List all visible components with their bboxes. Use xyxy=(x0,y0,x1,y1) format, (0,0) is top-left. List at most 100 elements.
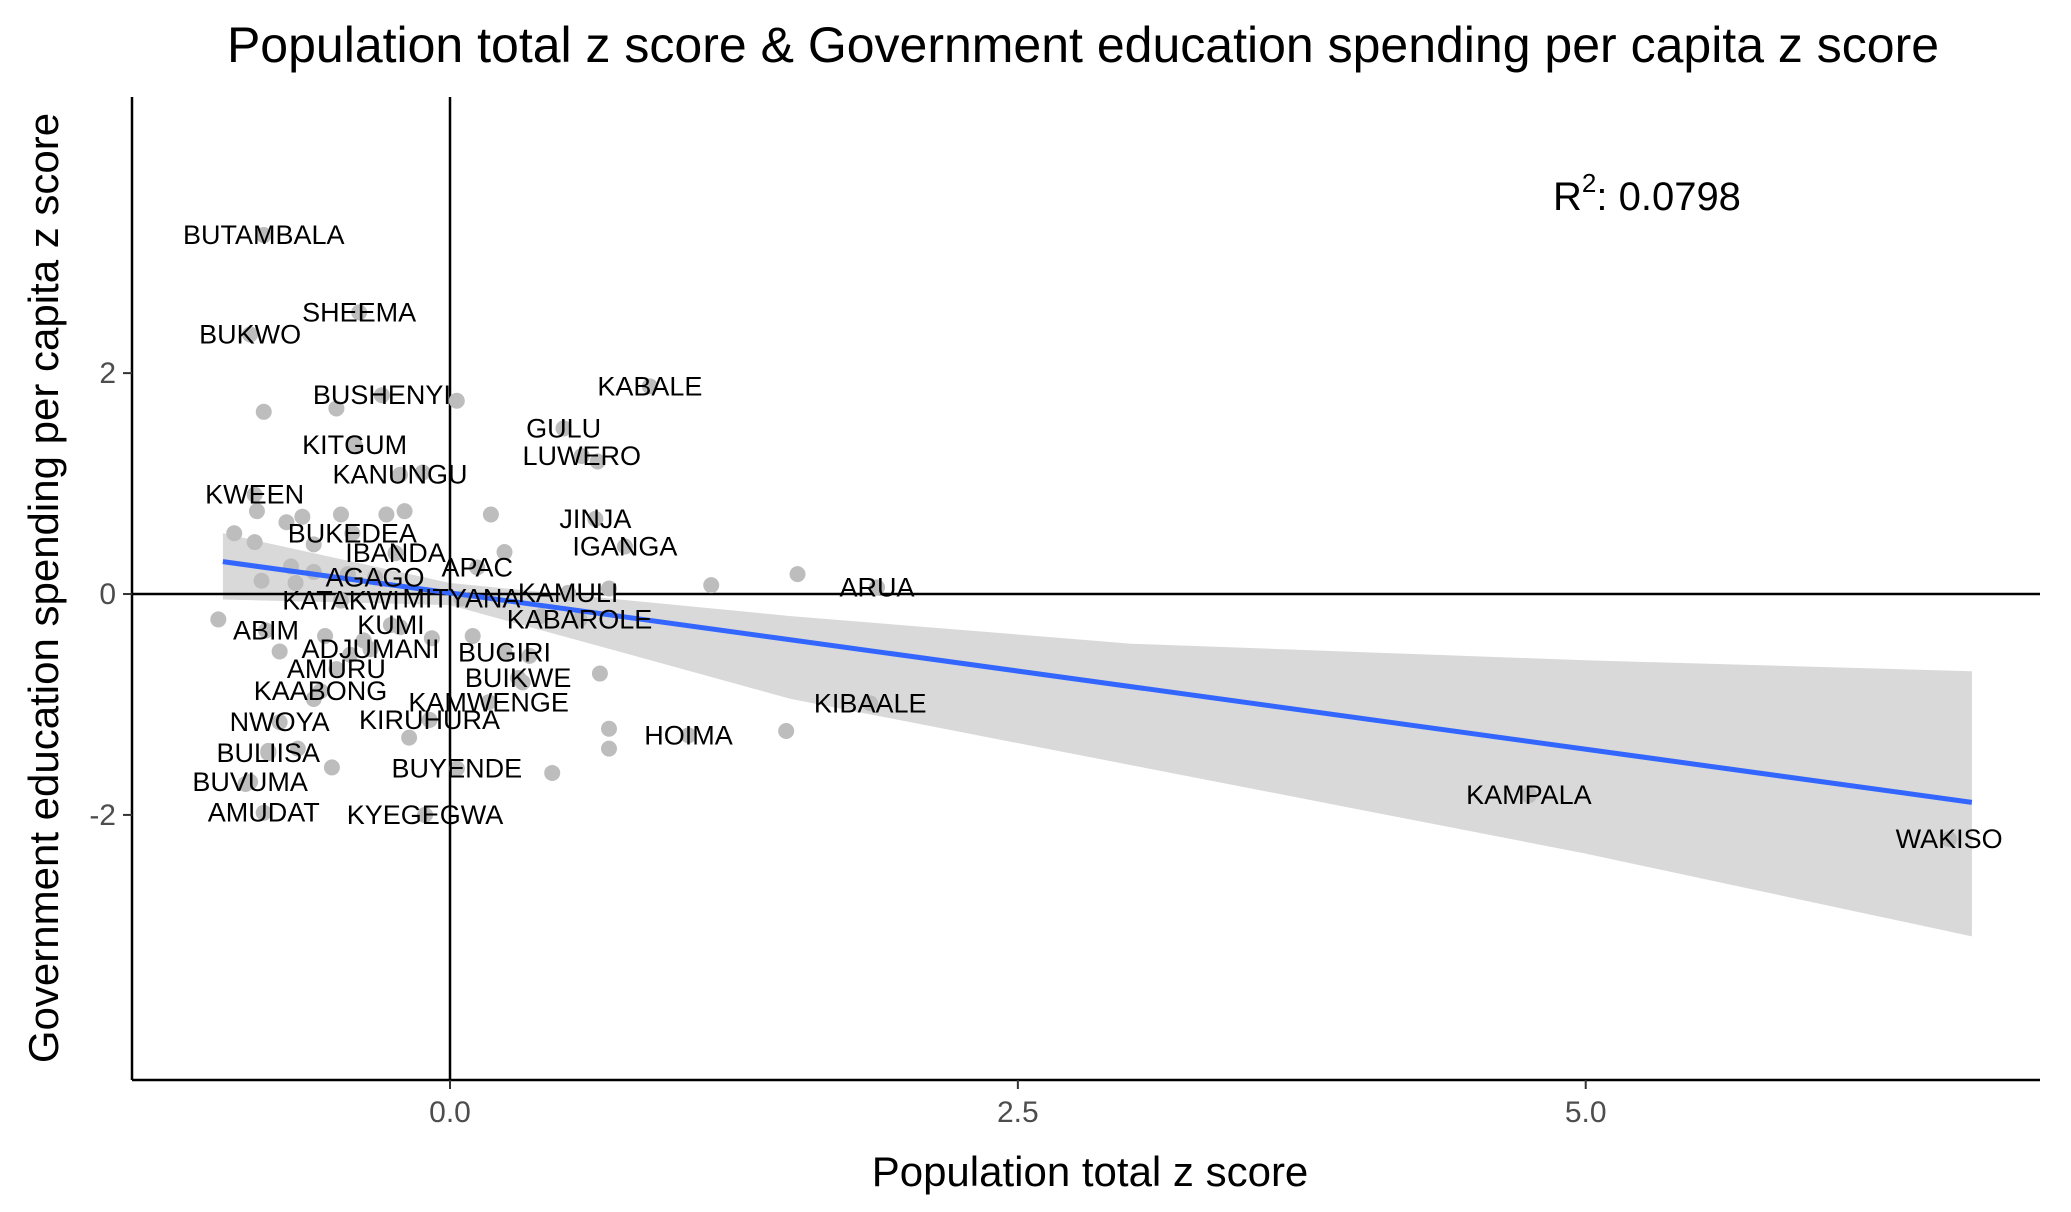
point-label-kaabong: KAABONG xyxy=(254,676,388,706)
data-point-kween xyxy=(246,486,263,503)
data-point-buikwe xyxy=(510,669,527,686)
data-point-amudat xyxy=(255,804,272,821)
data-point xyxy=(448,392,465,409)
data-point xyxy=(255,403,272,420)
data-point xyxy=(601,740,617,757)
point-label-wakiso: WAKISO xyxy=(1896,824,2003,854)
data-point-wakiso xyxy=(1941,831,1958,848)
x-axis-title: Population total z score xyxy=(872,1148,1309,1195)
point-label-buikwe: BUIKWE xyxy=(465,663,572,693)
point-label-amuru: AMURU xyxy=(287,654,386,684)
data-point xyxy=(246,534,263,551)
data-point-hoima xyxy=(680,727,697,744)
data-point-kitgum xyxy=(346,436,363,453)
data-point-abim xyxy=(258,622,275,639)
data-point-nwoya xyxy=(271,714,288,731)
point-label-buvuma: BUVUMA xyxy=(192,767,308,797)
x-tick-label: 0.0 xyxy=(429,1096,471,1129)
point-label-bugiri: BUGIRI xyxy=(458,638,551,668)
data-point xyxy=(342,646,359,663)
point-label-kamwenge: KAMWENGE xyxy=(408,687,569,717)
data-point xyxy=(496,544,513,561)
point-label-kitgum: KITGUM xyxy=(302,430,407,460)
data-point-apac xyxy=(469,559,486,576)
point-label-kamuli: KAMULI xyxy=(518,578,619,608)
data-point-kaabong xyxy=(312,683,329,700)
point-label-butambala: BUTAMBALA xyxy=(183,220,345,250)
data-point-adjumani xyxy=(362,641,379,658)
data-point xyxy=(317,627,334,644)
data-point xyxy=(423,630,440,647)
data-point xyxy=(532,608,549,625)
data-point xyxy=(294,508,311,525)
point-label-buliisa: BULIISA xyxy=(217,738,321,768)
point-label-kampala: KAMPALA xyxy=(1466,780,1592,810)
data-point-luwero xyxy=(573,447,590,464)
data-point xyxy=(601,580,617,597)
data-point-kyegegwa xyxy=(417,806,434,823)
data-point-bushenyi xyxy=(373,387,390,404)
point-label-kumi: KUMI xyxy=(357,610,425,640)
data-point xyxy=(378,506,395,523)
confidence-band xyxy=(222,533,1972,937)
data-point-kamuli xyxy=(560,584,577,601)
data-point xyxy=(278,514,295,531)
data-point-buyende xyxy=(448,760,465,777)
point-label-ibanda: IBANDA xyxy=(345,538,446,568)
data-point xyxy=(521,647,538,664)
point-label-abim: ABIM xyxy=(233,615,299,645)
data-point xyxy=(305,536,322,553)
data-point-kibaale xyxy=(862,695,879,712)
data-point xyxy=(789,566,806,583)
data-point-butambala xyxy=(255,227,272,244)
point-label-sheema: SHEEMA xyxy=(302,297,416,327)
data-point-bukwo xyxy=(242,326,259,343)
point-label-amudat: AMUDAT xyxy=(208,798,320,828)
data-point xyxy=(271,643,288,660)
point-label-adjumani: ADJUMANI xyxy=(301,634,439,664)
data-point-bugiri xyxy=(496,644,513,661)
data-point-gulu xyxy=(555,420,572,437)
data-point-kamwenge xyxy=(480,694,497,711)
r-squared-exponent: 2 xyxy=(1582,168,1596,198)
point-label-kabale: KABALE xyxy=(597,371,702,401)
data-point xyxy=(253,572,270,589)
x-tick-label: 2.5 xyxy=(997,1096,1039,1129)
point-label-kabarole: KABAROLE xyxy=(507,604,653,634)
point-label-kween: KWEEN xyxy=(205,480,304,510)
point-label-jinja: JINJA xyxy=(559,504,631,534)
y-tick-label: 0 xyxy=(99,578,116,611)
data-point-katakwi xyxy=(332,592,349,609)
data-point xyxy=(226,525,243,542)
point-label-katakwi: KATAKWI xyxy=(282,586,400,616)
chart-title: Population total z score & Government ed… xyxy=(227,17,1939,73)
data-point xyxy=(589,453,606,470)
r-squared-annotation: R2: 0.0798 xyxy=(1553,168,1741,219)
point-label-iganga: IGANGA xyxy=(572,532,677,562)
data-point-buliisa xyxy=(260,745,277,762)
data-point-kumi xyxy=(382,616,399,633)
data-point xyxy=(601,720,617,737)
data-point-kabarole xyxy=(571,611,588,628)
point-label-buyende: BUYENDE xyxy=(392,754,523,784)
r-squared-symbol: R xyxy=(1553,175,1582,219)
data-point xyxy=(248,503,265,520)
point-label-mityana: MITYANA xyxy=(402,583,520,613)
data-point xyxy=(287,574,304,591)
data-point-kabale xyxy=(641,378,658,395)
data-point-buvuma xyxy=(242,773,259,790)
point-label-kyegegwa: KYEGEGWA xyxy=(347,800,504,830)
data-point-jinja xyxy=(587,510,604,527)
data-point xyxy=(323,759,340,776)
point-label-bukwo: BUKWO xyxy=(199,319,301,349)
regression-line xyxy=(222,559,1973,805)
data-point xyxy=(591,665,608,682)
point-label-hoima: HOIMA xyxy=(644,720,733,750)
y-tick-label: -2 xyxy=(89,799,116,832)
data-point-bukedea xyxy=(344,525,361,542)
point-label-apac: APAC xyxy=(441,553,513,583)
data-point-kanungu xyxy=(392,466,409,483)
data-point-ibanda xyxy=(387,545,404,562)
data-point xyxy=(464,627,481,644)
